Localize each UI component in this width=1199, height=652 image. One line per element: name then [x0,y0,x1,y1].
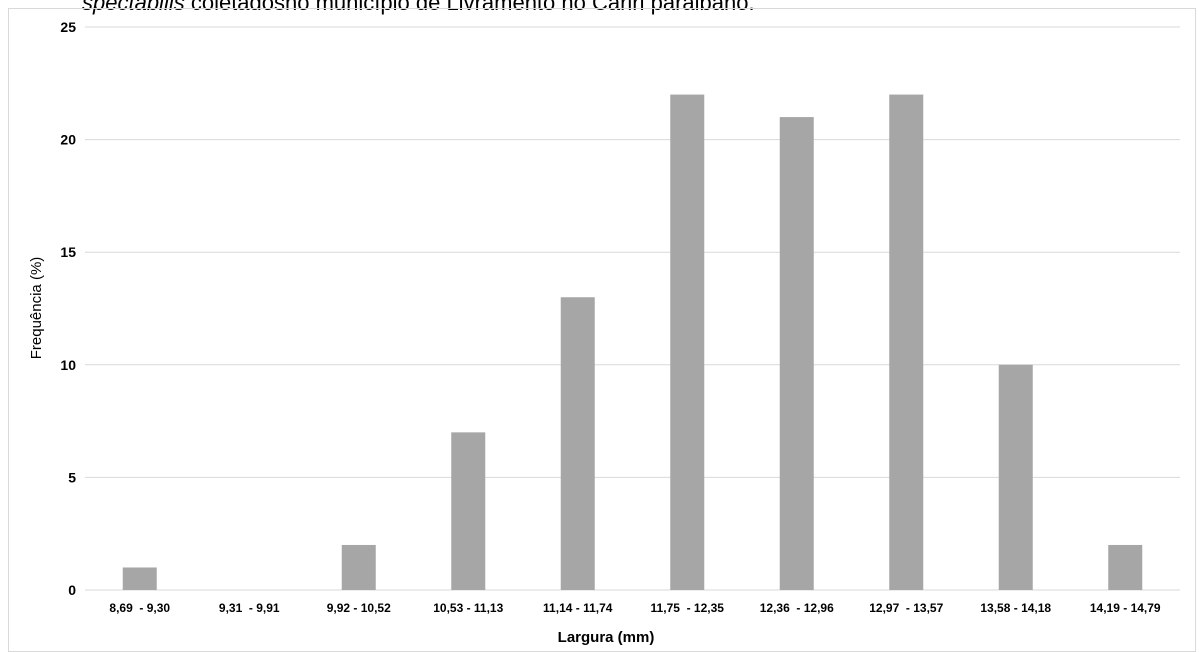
bar [341,544,376,590]
x-tick-label: 11,75 - 12,35 [651,601,725,615]
bar [122,567,157,590]
bar [1108,544,1143,590]
y-tick-label: 15 [60,244,76,260]
x-tick-label: 11,14 - 11,74 [543,601,613,615]
bar [998,364,1033,590]
x-tick-label: 12,36 - 12,96 [760,601,834,615]
gridlines [85,26,1180,591]
bar [889,94,924,590]
y-tick-label: 0 [68,582,76,598]
x-tick-label: 8,69 - 9,30 [109,601,170,615]
bars [122,94,1143,590]
y-tick-label: 20 [60,132,76,148]
bar [779,117,814,590]
caption-text: coletadosno município de Livramento no C… [184,0,755,15]
figure-caption: spectabilis coletadosno município de Liv… [82,0,755,16]
x-tick-label: 12,97 - 13,57 [869,601,943,615]
bar [670,94,705,590]
y-axis-title: Frequência (%) [28,257,45,360]
x-axis-title: Largura (mm) [558,629,655,646]
x-tick-label: 13,58 - 14,18 [980,601,1051,615]
bar [560,297,595,590]
bar [451,432,486,590]
y-tick-label: 5 [68,469,76,485]
x-tick-label: 10,53 - 11,13 [433,601,503,615]
x-tick-label: 9,92 - 10,52 [327,601,391,615]
caption-species-italic: spectabilis [82,0,185,15]
x-tick-label: 14,19 - 14,79 [1090,601,1161,615]
y-tick-labels: 0 5 10 15 20 25 [60,19,76,598]
y-tick-label: 25 [60,19,76,35]
y-tick-label: 10 [60,357,76,373]
x-tick-labels: 8,69 - 9,30 9,31 - 9,91 9,92 - 10,52 10,53 … [109,601,1161,615]
x-tick-label: 9,31 - 9,91 [219,601,280,615]
